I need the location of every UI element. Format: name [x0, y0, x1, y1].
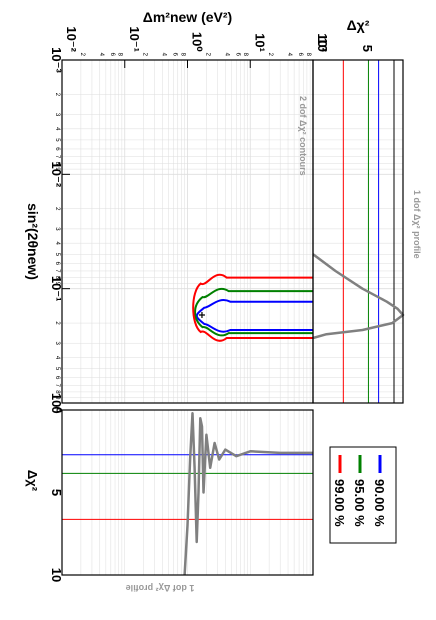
- tick-label: 10²: [315, 33, 330, 52]
- minor-tick-label: 3: [54, 342, 60, 346]
- minor-tick-label: 2: [79, 53, 85, 57]
- profile-annotation-right: 1 dof Δχ² profile: [412, 190, 422, 259]
- tick-label: 10⁰: [49, 393, 64, 413]
- minor-tick-label: 6: [109, 53, 115, 57]
- tick-label: 5: [49, 489, 64, 496]
- tick-label: 10⁻¹: [127, 26, 142, 52]
- minor-tick-label: 5: [54, 138, 60, 142]
- profile-curve: [312, 253, 405, 340]
- minor-tick-label: 8: [54, 276, 60, 280]
- contour-line: [195, 299, 313, 333]
- legend-label: 95.00 %: [352, 479, 367, 527]
- minor-tick-label: 8: [54, 162, 60, 166]
- tick-label: 10: [49, 568, 64, 582]
- tick-label: 5: [360, 45, 375, 52]
- minor-tick-label: 9: [54, 167, 60, 171]
- right-frame: [312, 59, 404, 404]
- minor-tick-label: 2: [204, 53, 210, 57]
- marks: [62, 60, 405, 576]
- minor-tick-label: 6: [234, 53, 240, 57]
- minor-tick-label: 7: [54, 155, 60, 159]
- contour-line: [192, 273, 313, 342]
- minor-tick-label: 6: [54, 147, 60, 151]
- dchi2-title-bottom: Δχ²: [25, 470, 40, 492]
- minor-tick-label: 4: [161, 53, 167, 57]
- minor-tick-label: 4: [54, 241, 60, 245]
- minor-tick-label: 9: [54, 396, 60, 400]
- tick-label: 10⁰: [190, 32, 205, 52]
- minor-tick-label: 6: [297, 53, 303, 57]
- minor-tick-label: 7: [54, 384, 60, 388]
- minor-tick-label: 4: [286, 53, 292, 57]
- minor-tick-label: 5: [54, 253, 60, 257]
- ticks: 10⁻² 10⁻¹ 10⁰ 10¹ 10²10⁻³10⁻²10⁻¹10⁰23456789…: [49, 26, 375, 582]
- minor-tick-label: 6: [54, 376, 60, 380]
- tick-label: 0: [49, 406, 64, 413]
- minor-tick-label: 8: [117, 53, 123, 57]
- minor-tick-label: 4: [98, 53, 104, 57]
- tick-label: 10¹: [252, 33, 267, 52]
- grid: [61, 59, 403, 575]
- tick-label: 10⁻³: [49, 47, 64, 73]
- minor-tick-label: 8: [242, 53, 248, 57]
- tick-label: 10⁻¹: [49, 276, 64, 302]
- minor-tick-label: 4: [54, 356, 60, 360]
- minor-tick-label: 2: [54, 93, 60, 97]
- labels: Δm²new (eV²) Δχ² sin²(2θnew) Δχ² 2 dof Δχ² c…: [25, 9, 422, 593]
- minor-tick-label: 4: [223, 53, 229, 57]
- minor-tick-label: 2: [54, 321, 60, 325]
- tick-label: 10⁻²: [64, 26, 79, 52]
- minor-tick-label: 3: [54, 113, 60, 117]
- minor-tick-label: 2: [54, 207, 60, 211]
- minor-tick-label: 8: [305, 53, 311, 57]
- profile-curve: [183, 412, 313, 576]
- profile-annotation-bottom: 1 dof Δχ² profile: [126, 583, 195, 593]
- tick-label: 10⁻²: [49, 162, 64, 188]
- contour-line: [194, 287, 313, 337]
- minor-tick-label: 7: [54, 269, 60, 273]
- tick-label: 10: [315, 38, 330, 52]
- legend-label: 90.00 %: [372, 479, 387, 527]
- yaxis-title: Δm²new (eV²): [143, 9, 232, 25]
- minor-tick-label: 9: [54, 282, 60, 286]
- minor-tick-label: 8: [54, 390, 60, 394]
- legend-label: 99.00 %: [332, 479, 347, 527]
- contour-annotation: 2 dof Δχ² contours: [298, 96, 308, 176]
- minor-tick-label: 2: [267, 53, 273, 57]
- minor-tick-label: 3: [54, 227, 60, 231]
- dchi2-title: Δχ²: [347, 17, 370, 33]
- minor-tick-label: 8: [179, 53, 185, 57]
- minor-tick-label: 2: [142, 53, 148, 57]
- bottom-frame: [61, 409, 314, 576]
- minor-tick-label: 4: [54, 127, 60, 131]
- best-fit-marker: [198, 312, 205, 319]
- minor-tick-label: 5: [54, 367, 60, 371]
- xaxis-title: sin²(2θnew): [25, 203, 41, 280]
- minor-tick-label: 6: [54, 262, 60, 266]
- minor-tick-label: 6: [172, 53, 178, 57]
